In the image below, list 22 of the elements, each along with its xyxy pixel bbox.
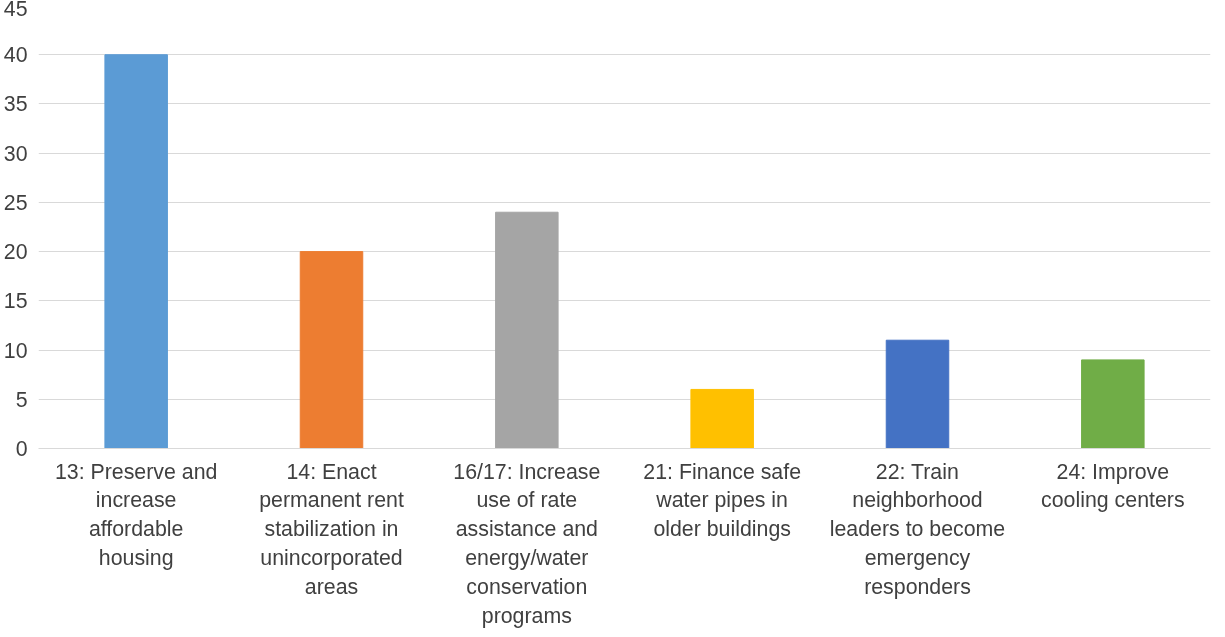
x-tick-label: 14: Enact permanent rent stabilization in unincorporated areas: [259, 459, 404, 599]
bar: [885, 339, 950, 449]
y-tick-label: 0: [15, 437, 28, 461]
bar: [690, 388, 754, 449]
x-tick-label: 16/17: Increase use of rate assistance and energy/water conservation programs: [453, 459, 601, 628]
y-tick-label: 35: [3, 92, 28, 117]
x-tick-label: 24: Improve cooling centers: [1041, 459, 1185, 513]
y-tick-label: 15: [3, 289, 28, 314]
y-tick-label: 20: [3, 240, 28, 265]
bar: [495, 211, 559, 449]
y-tick-label: 30: [3, 141, 28, 166]
bar: [1081, 359, 1145, 449]
x-tick-label: 21: Finance safe water pipes in older buildings: [643, 459, 802, 542]
y-tick-label: 5: [15, 387, 28, 412]
y-tick-label: 25: [3, 190, 28, 215]
x-tick-label: 13: Preserve and increase affordable housing: [54, 459, 218, 570]
y-tick-label: 10: [3, 338, 28, 363]
bar: [299, 251, 364, 449]
y-tick-label: 45: [3, 0, 28, 21]
x-tick-label: 22: Train neighborhood leaders to become emergency responders: [829, 459, 1006, 599]
bar: [104, 54, 168, 449]
y-tick-label: 40: [3, 43, 28, 68]
